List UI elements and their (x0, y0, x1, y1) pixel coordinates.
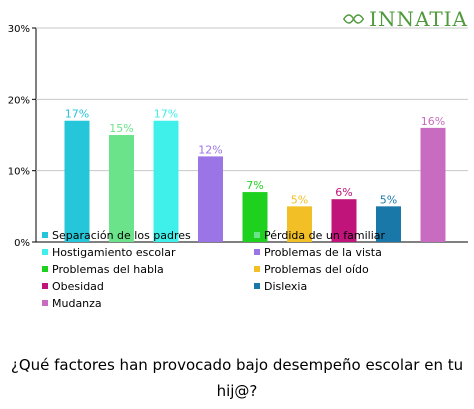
legend-entry: Mudanza (52, 297, 102, 310)
bar (198, 156, 223, 242)
legend-swatch (42, 300, 48, 306)
y-tick-label: 30% (8, 24, 30, 35)
data-label: 6% (335, 186, 352, 199)
data-label: 15% (109, 122, 133, 135)
data-label: 5% (380, 193, 397, 206)
legend-swatch (42, 283, 48, 289)
legend-entry: Hostigamiento escolar (52, 246, 176, 259)
question-title: ¿Qué factores han provocado bajo desempe… (10, 356, 464, 400)
legend-entry: Pérdida de un familiar (264, 229, 386, 242)
bar (420, 127, 446, 242)
bar (64, 120, 90, 242)
legend-entry: Separación de los padres (52, 229, 191, 242)
data-label: 16% (421, 115, 445, 128)
legend-entry: Dislexia (264, 280, 307, 293)
brand-name: INNATIA (369, 7, 468, 31)
legend-entry: Obesidad (52, 280, 104, 293)
legend-swatch (42, 232, 48, 238)
data-label: 17% (65, 108, 89, 121)
legend-entry: Problemas del oído (264, 263, 369, 276)
bar (153, 120, 179, 242)
bar (109, 135, 134, 242)
bar (331, 199, 357, 242)
bar-chart: 0% 10% 20% 30% 17% 15% 17% 12% 7% 5% 6% 5% 16% Separa… (8, 24, 468, 310)
y-tick-label: 0% (14, 238, 30, 249)
y-tick-label: 10% (8, 167, 30, 178)
data-label: 17% (154, 108, 178, 121)
brand-logo: INNATIA (342, 6, 468, 32)
legend-swatch (42, 249, 48, 255)
data-label: 12% (198, 143, 222, 156)
legend-swatch (254, 266, 260, 272)
leaf-icon (342, 14, 365, 24)
legend-swatch (254, 232, 260, 238)
data-label: 7% (246, 179, 263, 192)
legend-entry: Problemas de la vista (264, 246, 382, 259)
legend-entry: Problemas del habla (52, 263, 164, 276)
y-tick-label: 20% (8, 95, 30, 106)
legend-swatch (254, 249, 260, 255)
legend-swatch (254, 283, 260, 289)
data-label: 5% (291, 193, 308, 206)
legend-swatch (42, 266, 48, 272)
bar (376, 206, 401, 242)
bar (287, 206, 312, 242)
